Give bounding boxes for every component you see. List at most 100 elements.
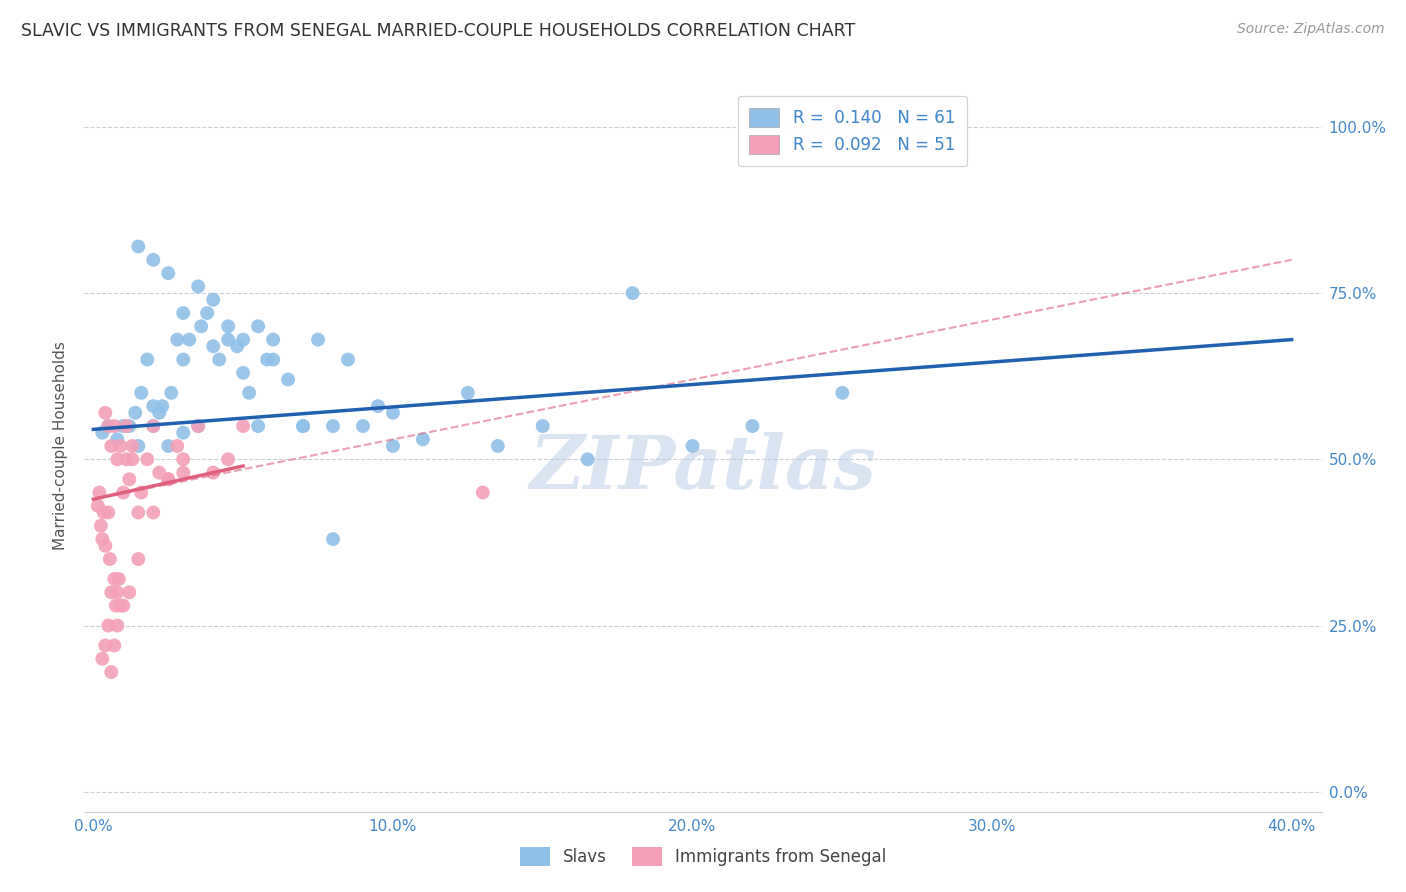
Point xyxy=(110,599,132,613)
Point xyxy=(136,452,159,467)
Point xyxy=(262,333,284,347)
Point xyxy=(172,466,194,480)
Point xyxy=(172,352,194,367)
Point xyxy=(103,419,125,434)
Point xyxy=(129,385,152,400)
Point xyxy=(217,333,239,347)
Text: ZIPatlas: ZIPatlas xyxy=(530,432,876,504)
Point xyxy=(457,385,479,400)
Point xyxy=(94,639,117,653)
Point xyxy=(292,419,315,434)
Point xyxy=(118,419,141,434)
Point xyxy=(217,319,239,334)
Point xyxy=(97,419,120,434)
Point xyxy=(232,419,254,434)
Point xyxy=(142,252,165,267)
Point xyxy=(238,385,260,400)
Point xyxy=(166,439,188,453)
Point xyxy=(187,419,209,434)
Point xyxy=(110,439,132,453)
Point xyxy=(682,439,704,453)
Point xyxy=(150,399,173,413)
Legend: R =  0.140   N = 61, R =  0.092   N = 51: R = 0.140 N = 61, R = 0.092 N = 51 xyxy=(738,96,967,166)
Point xyxy=(91,652,114,666)
Point xyxy=(471,485,494,500)
Point xyxy=(127,239,149,253)
Point xyxy=(100,585,122,599)
Point xyxy=(277,372,299,386)
Point xyxy=(104,599,127,613)
Point xyxy=(157,472,180,486)
Point xyxy=(157,439,180,453)
Point xyxy=(412,433,434,447)
Point xyxy=(232,333,254,347)
Point xyxy=(157,472,180,486)
Point xyxy=(93,506,115,520)
Point xyxy=(187,419,209,434)
Point xyxy=(307,333,329,347)
Point xyxy=(166,333,188,347)
Point xyxy=(124,406,146,420)
Legend: Slavs, Immigrants from Senegal: Slavs, Immigrants from Senegal xyxy=(512,838,894,875)
Point xyxy=(112,419,135,434)
Point xyxy=(89,485,111,500)
Point xyxy=(97,506,120,520)
Point xyxy=(121,452,143,467)
Point xyxy=(322,419,344,434)
Point xyxy=(103,572,125,586)
Y-axis label: Married-couple Households: Married-couple Households xyxy=(53,342,69,550)
Point xyxy=(118,472,141,486)
Point xyxy=(97,618,120,632)
Point xyxy=(142,419,165,434)
Point xyxy=(172,425,194,440)
Text: SLAVIC VS IMMIGRANTS FROM SENEGAL MARRIED-COUPLE HOUSEHOLDS CORRELATION CHART: SLAVIC VS IMMIGRANTS FROM SENEGAL MARRIE… xyxy=(21,22,855,40)
Point xyxy=(160,385,183,400)
Point xyxy=(172,306,194,320)
Point xyxy=(531,419,554,434)
Point xyxy=(337,352,360,367)
Point xyxy=(142,419,165,434)
Point xyxy=(172,452,194,467)
Point xyxy=(87,499,110,513)
Point xyxy=(94,406,117,420)
Point xyxy=(127,439,149,453)
Point xyxy=(292,419,315,434)
Point xyxy=(142,399,165,413)
Point xyxy=(486,439,509,453)
Point xyxy=(115,419,138,434)
Point xyxy=(115,452,138,467)
Point xyxy=(322,532,344,546)
Point xyxy=(157,266,180,280)
Point xyxy=(97,419,120,434)
Point xyxy=(262,352,284,367)
Point xyxy=(112,485,135,500)
Point xyxy=(352,419,374,434)
Point xyxy=(247,319,270,334)
Point xyxy=(148,406,170,420)
Point xyxy=(91,425,114,440)
Point xyxy=(108,572,131,586)
Point xyxy=(831,385,853,400)
Point xyxy=(94,539,117,553)
Point xyxy=(121,439,143,453)
Point xyxy=(576,452,599,467)
Point xyxy=(127,506,149,520)
Point xyxy=(190,319,212,334)
Point xyxy=(187,279,209,293)
Point xyxy=(129,485,152,500)
Point xyxy=(367,399,389,413)
Point xyxy=(148,466,170,480)
Point xyxy=(142,506,165,520)
Point xyxy=(226,339,249,353)
Point xyxy=(112,599,135,613)
Point xyxy=(179,333,201,347)
Point xyxy=(118,585,141,599)
Point xyxy=(100,439,122,453)
Point xyxy=(621,286,644,301)
Point xyxy=(208,352,231,367)
Point xyxy=(195,306,218,320)
Point xyxy=(105,433,128,447)
Point xyxy=(105,452,128,467)
Point xyxy=(100,665,122,679)
Point xyxy=(105,585,128,599)
